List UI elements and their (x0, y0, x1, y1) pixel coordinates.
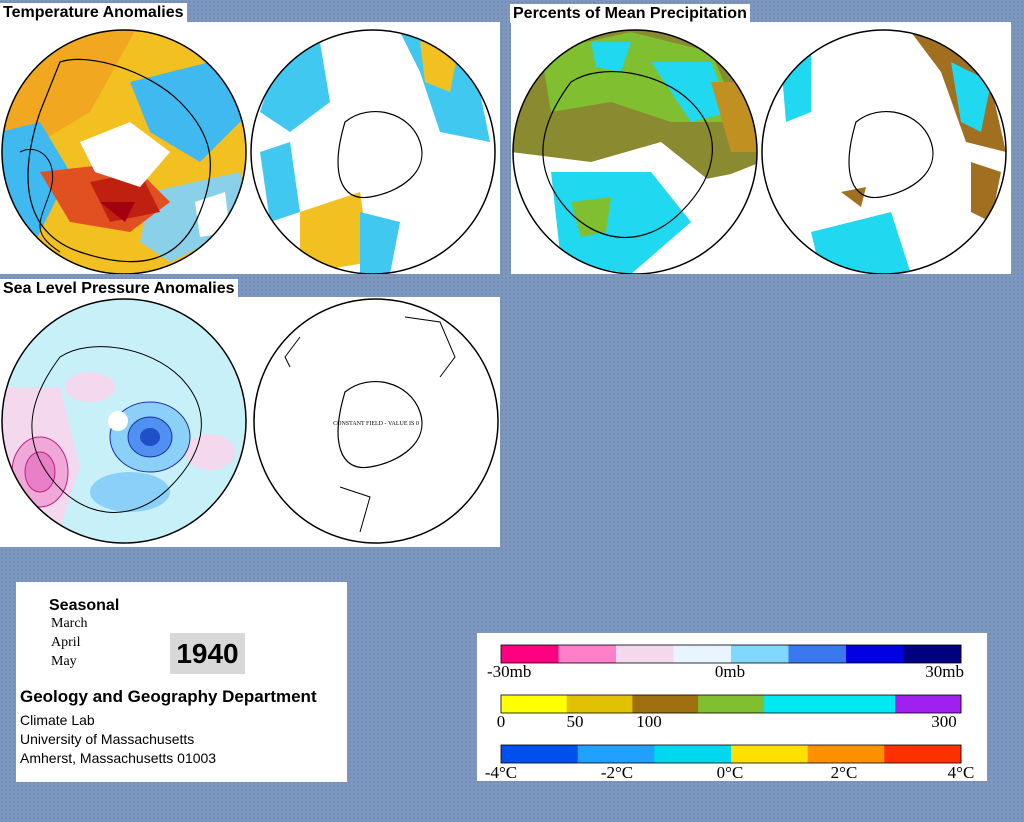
temp-tick-label: -2°C (601, 763, 633, 781)
address-line: Amherst, Massachusetts 01003 (20, 750, 217, 766)
pressure-bar-swatch (788, 645, 847, 663)
pressure-scale: -30mb 0mb 30mb (487, 644, 964, 681)
color-legend: -30mb 0mb 30mb 0 50 100 300 -4°C -2°C 0°… (477, 633, 987, 781)
pressure-panel: CONSTANT FIELD - VALUE IS 0 (0, 297, 500, 547)
department-label: Geology and Geography Department (20, 687, 317, 706)
temp-bar-swatch (577, 745, 655, 763)
precip-tick-label: 50 (567, 712, 584, 731)
precip-bar-outline (500, 694, 962, 714)
month-label: April (51, 635, 81, 650)
temp-tick-label: 2°C (831, 763, 858, 781)
precip-bar-swatch (566, 695, 633, 713)
pressure-tick-label: -30mb (487, 662, 531, 681)
constant-field-note: CONSTANT FIELD - VALUE IS 0 (333, 421, 419, 427)
precip-bar-swatch (698, 695, 765, 713)
year-label: 1940 (170, 633, 245, 674)
pressure-maps: CONSTANT FIELD - VALUE IS 0 (1, 298, 499, 544)
temperature-title: Temperature Anomalies (0, 3, 187, 22)
precip-tick-label: 300 (931, 712, 957, 731)
temperature-south-map (251, 30, 495, 274)
season-label: Seasonal (49, 597, 120, 614)
pressure-tick-label: 30mb (925, 662, 964, 681)
info-box: Seasonal March April May 1940 Geology an… (16, 582, 347, 782)
precipitation-maps (512, 29, 1007, 274)
temp-tick-label: -4°C (485, 763, 517, 781)
precipitation-panel (511, 22, 1011, 274)
temperature-scale: -4°C -2°C 0°C 2°C 4°C (485, 744, 975, 781)
pressure-title: Sea Level Pressure Anomalies (0, 279, 238, 298)
temp-bar-swatch (731, 745, 809, 763)
address-line: University of Massachusetts (20, 731, 195, 747)
temp-bar-swatch (654, 745, 732, 763)
month-label: May (51, 654, 77, 669)
precip-bar-swatch (632, 695, 699, 713)
temp-tick-label: 0°C (717, 763, 744, 781)
pressure-bar-outline (500, 644, 962, 664)
precip-tick-label: 0 (497, 712, 506, 731)
pressure-bar-swatch (673, 645, 732, 663)
temp-bar-outline (500, 744, 962, 764)
temperature-maps (1, 29, 496, 274)
pressure-tick-label: 0mb (715, 662, 745, 681)
temp-bar-swatch (501, 745, 579, 763)
precipitation-south-map (762, 30, 1006, 274)
temperature-panel (0, 22, 500, 274)
temp-bar-swatch (884, 745, 962, 763)
pressure-south-map: CONSTANT FIELD - VALUE IS 0 (253, 298, 499, 544)
precip-bar-swatch (763, 695, 831, 713)
precip-bar-swatch (829, 695, 896, 713)
temp-bar-swatch (807, 745, 885, 763)
precip-tick-label: 100 (636, 712, 662, 731)
pressure-bar-swatch (501, 645, 559, 663)
address-line: Climate Lab (20, 712, 95, 728)
temp-tick-label: 4°C (948, 763, 975, 781)
pressure-bar-swatch (903, 645, 962, 663)
month-label: March (51, 616, 88, 631)
precipitation-north-map (513, 30, 757, 274)
pressure-bar-swatch (558, 645, 617, 663)
pressure-bar-swatch (846, 645, 904, 663)
legend-scales: -30mb 0mb 30mb 0 50 100 300 -4°C -2°C 0°… (485, 644, 975, 781)
pressure-bar-swatch (731, 645, 789, 663)
precipitation-title: Percents of Mean Precipitation (510, 4, 750, 23)
precip-bar-swatch (501, 695, 568, 713)
pressure-bar-swatch (616, 645, 674, 663)
precip-bar-swatch (895, 695, 962, 713)
precipitation-scale: 0 50 100 300 (497, 694, 962, 731)
